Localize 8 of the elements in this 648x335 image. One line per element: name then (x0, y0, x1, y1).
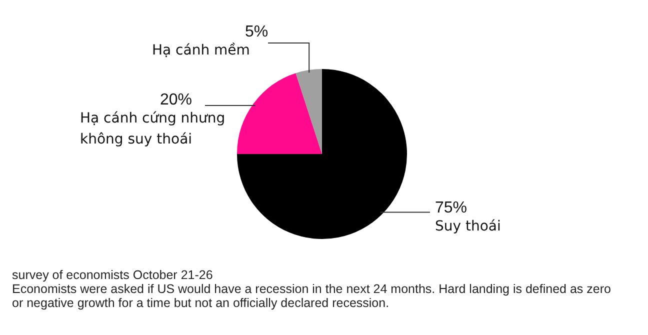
data-label: 75% (435, 199, 468, 216)
text: Economists were asked if US would have a recession in the next 24 months. Hard landing is defined as zero or negative growth for a time but not an officially declared recession. (12, 282, 612, 310)
slice-label: Hạ cánh mềm (152, 42, 250, 59)
data-label: 5% (245, 23, 268, 40)
data-label: 20% (160, 91, 192, 108)
slice-label: Suy thoái (435, 218, 501, 235)
text: survey of economists October 21-26 (12, 268, 214, 282)
slice-label: Hạ cánh cứng nhưng không suy thoái (80, 110, 226, 148)
